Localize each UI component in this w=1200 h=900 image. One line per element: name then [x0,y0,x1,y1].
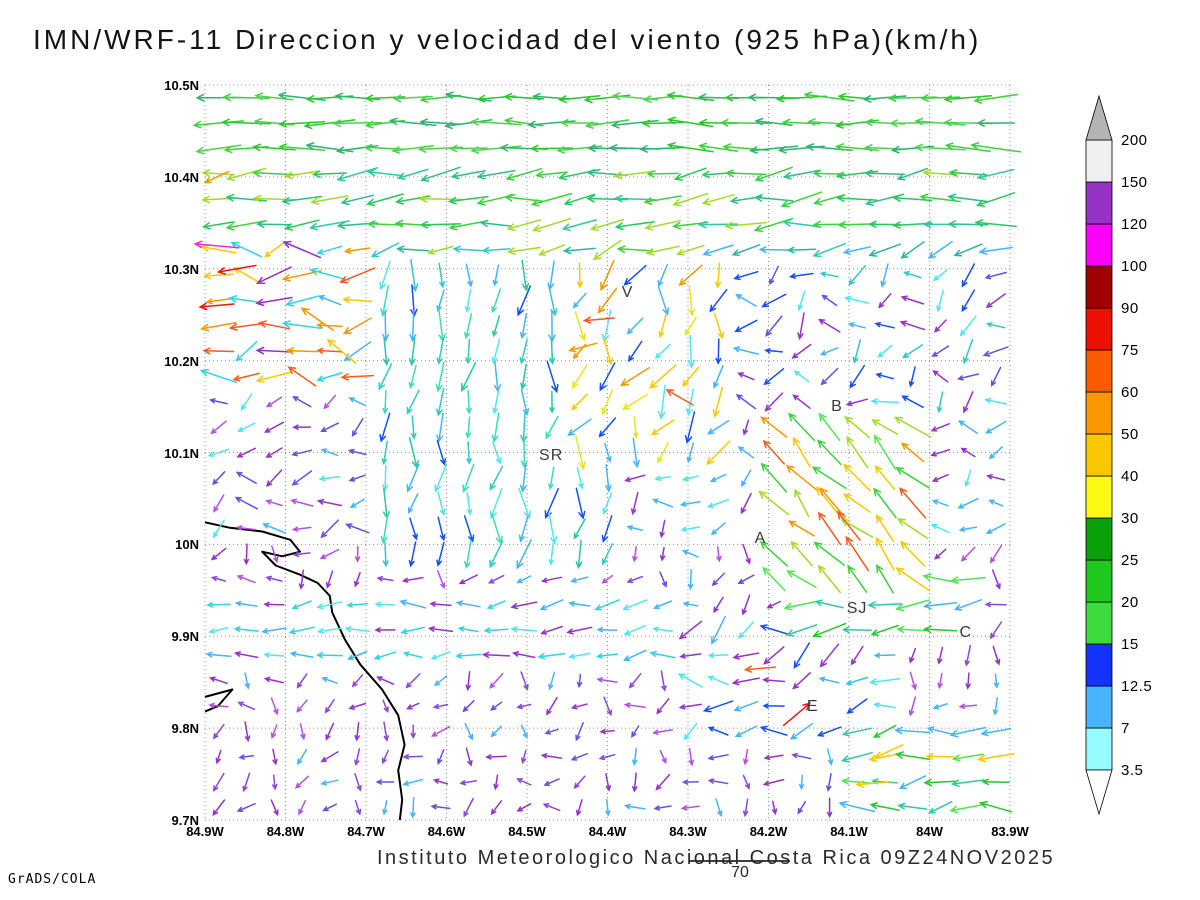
x-tick-label: 84.6W [427,824,466,839]
station-label: E [806,698,819,716]
x-tick-label: 84.2W [749,824,788,839]
colorbar-label: 40 [1121,468,1139,485]
station-label: V [621,284,634,302]
colorbar-label: 25 [1121,552,1139,569]
coastline [204,688,234,713]
x-tick-label: 84.1W [830,824,868,839]
colorbar-label: 150 [1121,174,1148,191]
colorbar-label: 20 [1121,594,1139,611]
footer-institute: Instituto Meteorologico Nacional Costa R… [377,847,1056,869]
y-tick-label: 9.7N [171,813,199,828]
colorbar-label: 100 [1121,258,1148,275]
y-tick-label: 10.1N [164,445,199,461]
station-label: SJ [846,599,868,617]
y-tick-label: 9.9N [171,629,199,645]
x-tick-label: 84.8W [266,824,305,839]
x-tick-label: 84.9W [186,824,224,839]
colorbar-label: 75 [1121,342,1139,359]
x-tick-label: 84W [916,824,943,839]
colorbar-label: 50 [1121,426,1139,443]
colorbar-label: 90 [1121,300,1139,317]
chart-title: IMN/WRF-11 Direccion y velocidad del vie… [33,24,982,55]
wind-vectors [192,91,1022,819]
x-tick-label: 84.5W [508,824,546,839]
y-tick-label: 10.3N [164,261,199,277]
colorbar-top-cap [1085,94,1113,141]
colorbar [1085,94,1113,816]
x-tick-label: 84.4W [588,824,627,839]
station-label: B [831,398,843,416]
y-tick-label: 10.4N [164,169,199,185]
station-label: A [754,529,767,547]
colorbar-label: 15 [1121,636,1139,653]
x-tick-label: 83.9W [991,824,1029,839]
station-label: SR [539,447,564,465]
colorbar-label: 60 [1121,384,1139,401]
station-label: C [959,624,972,642]
grads-credit: GrADS/COLA [8,872,97,887]
colorbar-bottom-cap [1085,769,1113,816]
coastline [204,521,406,821]
y-tick-label: 9.8N [171,721,199,737]
colorbar-label: 12.5 [1121,678,1153,695]
y-tick-label: 10.5N [164,78,199,93]
colorbar-label: 7 [1121,720,1130,737]
y-tick-label: 10.2N [164,353,199,369]
x-tick-label: 84.3W [669,824,707,839]
reference-vector-value: 70 [731,864,749,881]
colorbar-label: 30 [1121,510,1139,527]
y-tick-label: 10N [175,537,199,553]
grid-lines [204,84,1011,821]
colorbar-label: 3.5 [1121,762,1144,779]
colorbar-label: 120 [1121,216,1148,233]
colorbar-label: 200 [1121,132,1148,149]
x-tick-label: 84.7W [347,824,385,839]
